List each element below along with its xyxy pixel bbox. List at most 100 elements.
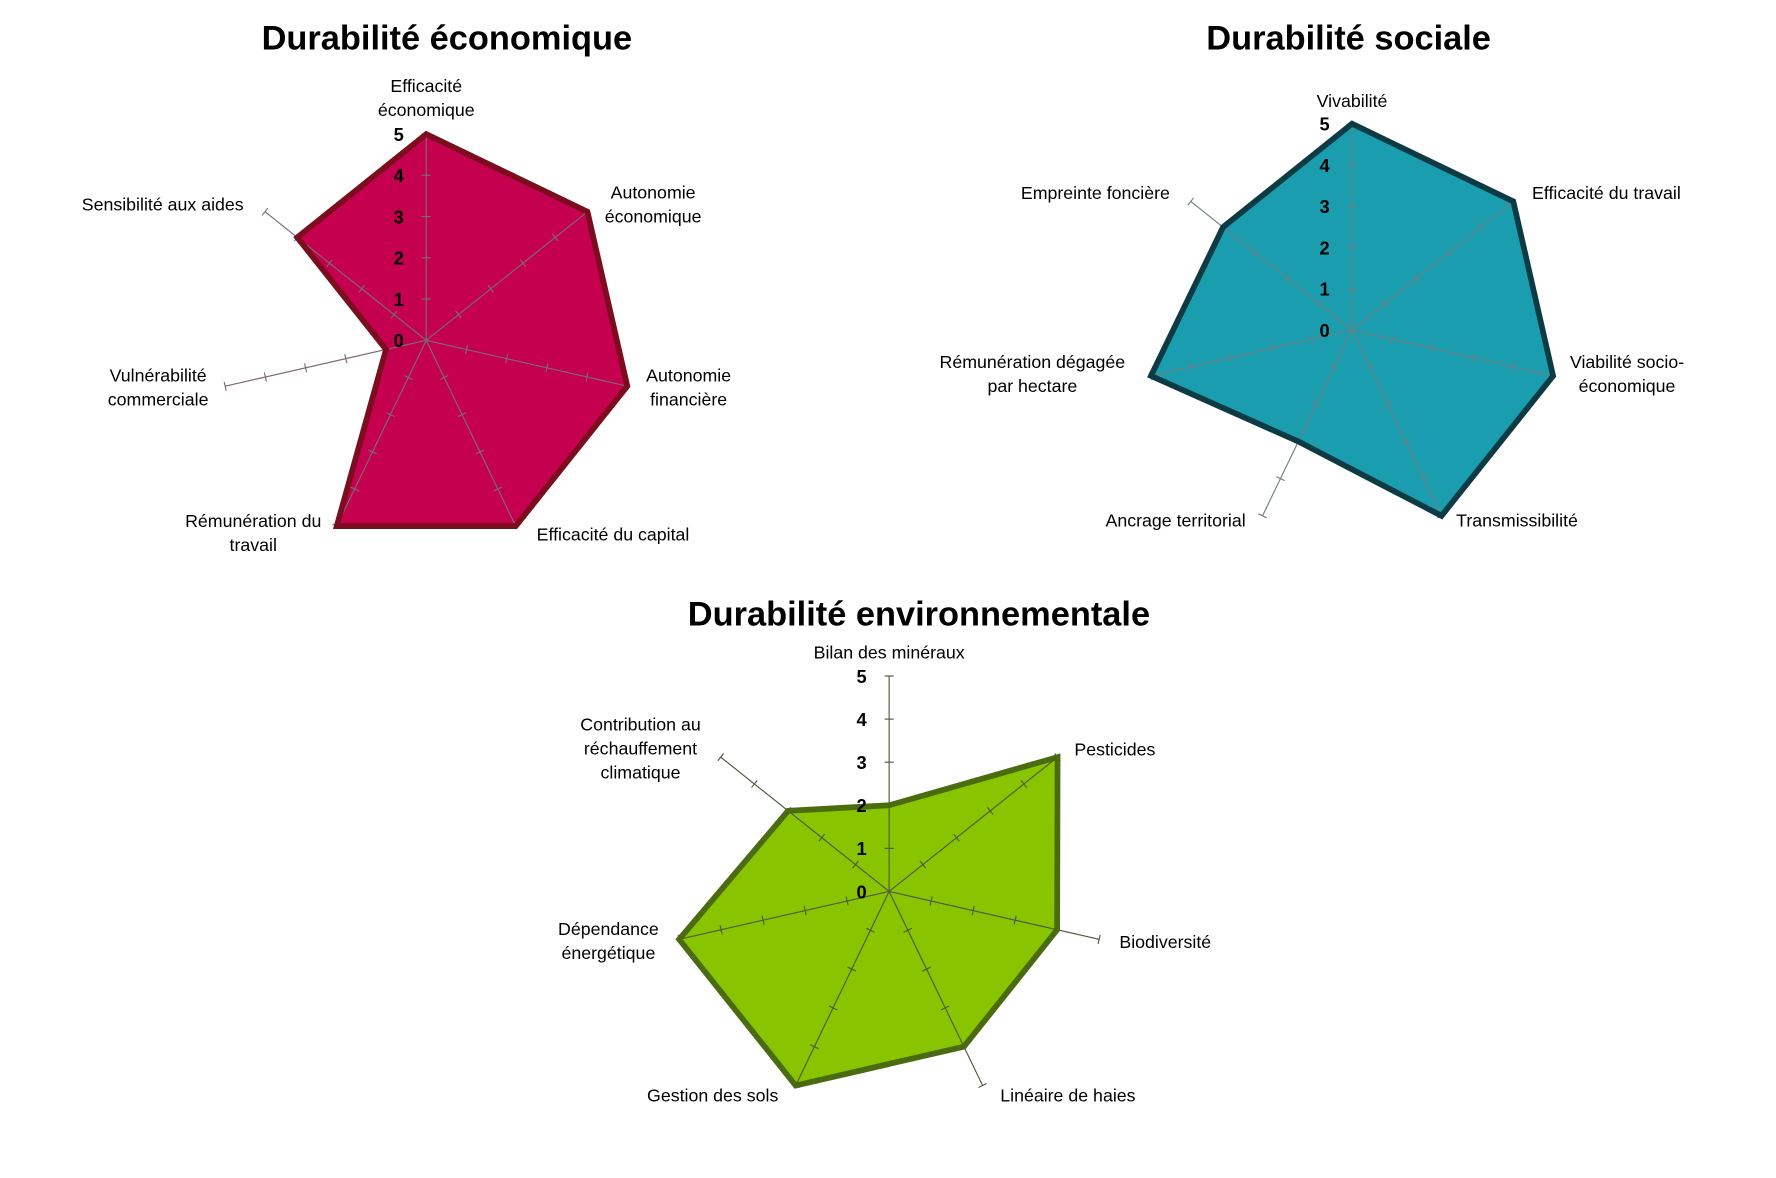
data-point <box>1296 439 1301 444</box>
axis-line <box>425 211 588 341</box>
axis-tick-mark <box>719 925 723 935</box>
axis-tick-mark <box>1020 780 1028 788</box>
data-point <box>1551 374 1555 378</box>
radial-tick-label: 2 <box>1319 237 1329 258</box>
axis-tick-mark <box>350 486 360 492</box>
axis-line <box>1351 329 1443 517</box>
axis-tick-mark <box>1270 343 1274 353</box>
axis-tick-mark <box>1310 334 1314 344</box>
axis-tick-mark <box>953 833 960 842</box>
axis-tick-mark <box>903 927 913 933</box>
radial-tick-label: 3 <box>857 752 867 773</box>
axis-label: Efficacité du travail <box>1532 183 1681 204</box>
axis-tick-mark <box>845 896 849 906</box>
axis-tick-mark <box>1477 223 1485 232</box>
axis-tick-mark <box>852 860 859 869</box>
axis-tick-mark <box>761 915 765 925</box>
axis-tick-mark <box>803 906 807 916</box>
axis-tick-mark <box>455 310 462 319</box>
axis-label: Biodiversité <box>1119 933 1212 953</box>
axis-label: Rémunération dégagée par hectare <box>939 352 1126 397</box>
axis-line <box>889 890 1100 940</box>
data-point <box>887 803 891 807</box>
radar-chart-economic: 0 1 2 3 4 5 <box>223 124 631 529</box>
axis-tick-mark <box>1329 364 1339 370</box>
axis-label: Linéaire de haies <box>1000 1086 1136 1107</box>
axis-tick-mark <box>751 780 758 788</box>
axis-tick-mark <box>978 1083 987 1089</box>
axis-tick-mark <box>1401 438 1411 444</box>
axis-line <box>225 339 427 387</box>
radial-tick-label: 4 <box>1319 155 1330 176</box>
axis-tick-mark <box>326 259 333 268</box>
axis-line <box>795 891 890 1086</box>
axis-tick-mark <box>986 806 994 815</box>
axis-line <box>336 340 427 527</box>
axis-label: Dépendance énergétique <box>558 920 659 964</box>
data-point <box>514 524 518 528</box>
data-series-line <box>293 130 631 529</box>
axis-label: Autonomie financière <box>646 366 732 411</box>
axis-label: Autonomie économique <box>604 183 702 227</box>
data-point <box>585 209 590 214</box>
axis-line <box>888 891 984 1086</box>
axis-tick-mark <box>1365 364 1375 370</box>
axis-line <box>1150 329 1353 377</box>
axis-tick-mark <box>1276 476 1285 482</box>
axis-label: Transmissibilité <box>1456 511 1578 532</box>
axis-tick-mark <box>929 896 933 906</box>
axis-label: Viabilité socio- économique <box>1569 352 1685 397</box>
axis-line <box>264 211 427 341</box>
axis-tick-mark <box>439 374 449 380</box>
axis-line <box>426 339 628 387</box>
radial-tick-label: 2 <box>394 248 404 269</box>
axis-tick-mark <box>358 284 366 293</box>
axis-tick-mark <box>386 412 395 418</box>
radial-tick-label: 5 <box>1319 114 1329 135</box>
radial-tick-label: 1 <box>857 838 867 859</box>
axis-tick-mark <box>390 310 398 319</box>
axis-label: Contribution au réchauffement climatique <box>580 715 701 784</box>
data-area-fill <box>297 134 628 527</box>
axis-tick-mark <box>1445 248 1453 257</box>
axis-line <box>1262 329 1353 517</box>
axis-line <box>425 340 517 527</box>
radial-tick-label: 5 <box>394 124 404 145</box>
axis-tick-mark <box>493 486 503 492</box>
axis-tick-mark <box>585 372 589 382</box>
data-point <box>1439 514 1444 518</box>
axis-label: Rémunération du travail <box>185 512 322 556</box>
axis-tick-mark <box>809 1044 819 1050</box>
radar-chart-environmental: 0 1 2 3 4 5 <box>675 666 1101 1089</box>
data-point <box>1149 374 1153 378</box>
data-point <box>786 809 790 813</box>
radial-tick-label: 3 <box>1319 196 1329 217</box>
data-point <box>384 347 388 352</box>
radial-tick-label: 4 <box>394 165 405 186</box>
axis-label: Vivabilité <box>1316 92 1388 112</box>
axis-line <box>1351 329 1554 377</box>
axis-tick-mark <box>1013 915 1017 925</box>
radial-tick-label: 0 <box>857 881 867 902</box>
axis-tick-mark <box>551 233 559 242</box>
axis-tick-mark <box>1430 343 1435 353</box>
axis-tick-mark <box>403 374 413 380</box>
axis-line <box>720 756 890 892</box>
data-series-line <box>675 753 1061 1089</box>
axis-tick-mark <box>919 860 927 869</box>
chart-title-environmental: Durabilité environnementale <box>687 595 1151 634</box>
radial-tick-label: 0 <box>394 330 404 351</box>
axis-label: Bilan des minéraux <box>813 643 965 663</box>
axis-tick-mark <box>940 1005 950 1011</box>
axis-tick-mark <box>457 412 467 418</box>
axis-tick-mark <box>223 381 227 391</box>
axis-line <box>679 890 890 940</box>
axis-tick-mark <box>1413 274 1420 283</box>
data-point <box>1511 199 1516 204</box>
axis-tick-mark <box>505 354 509 364</box>
axis-tick-mark <box>464 344 469 355</box>
radar-chart-social: 0 1 2 3 4 5 <box>1147 114 1557 520</box>
axis-tick-mark <box>304 363 308 373</box>
